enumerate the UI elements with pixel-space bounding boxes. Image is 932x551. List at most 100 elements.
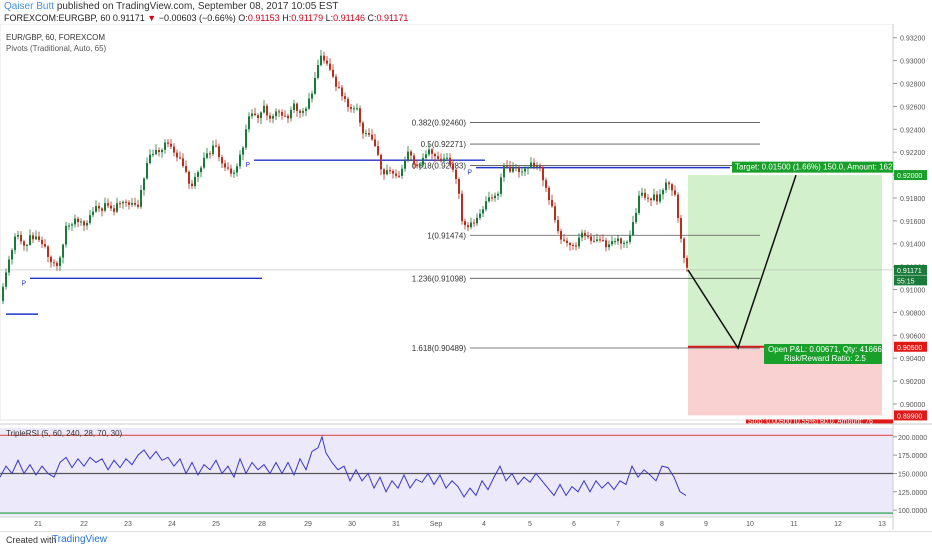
price-axis-label: 0.92200 <box>900 150 925 157</box>
pivot-label: P <box>467 170 472 177</box>
candle-body <box>449 157 451 164</box>
candle-body <box>89 215 91 223</box>
candle-body <box>419 165 421 167</box>
price-axis-label: 0.92600 <box>900 104 925 111</box>
candle-body <box>23 241 25 246</box>
candle-body <box>209 153 211 155</box>
candle-body <box>122 201 124 204</box>
candle-body <box>383 169 385 175</box>
candle-body <box>341 87 343 97</box>
candle-body <box>272 116 274 119</box>
candle-body <box>515 167 517 169</box>
candle-body <box>11 250 13 260</box>
created-with-text: Created with <box>6 535 57 545</box>
last-price: 0.91171 <box>112 13 145 23</box>
candle-body <box>425 154 427 158</box>
tradingview-logo[interactable]: TradingView <box>52 534 108 545</box>
stop-badge <box>746 419 893 424</box>
candle-body <box>587 236 589 238</box>
candle-body <box>350 106 352 109</box>
candle-body <box>530 162 532 168</box>
candle-body <box>8 259 10 273</box>
candle-body <box>491 197 493 199</box>
candle-body <box>83 221 85 226</box>
target-badge <box>732 161 893 173</box>
open-value: 0.91153 <box>247 13 280 23</box>
candle-body <box>326 60 328 64</box>
candle-body <box>509 166 511 172</box>
candle-body <box>650 198 652 201</box>
candle-body <box>380 154 382 170</box>
candle-body <box>305 108 307 112</box>
candle-body <box>317 65 319 78</box>
candle-body <box>131 202 133 205</box>
pivot-label: P <box>245 162 250 169</box>
price-axis-label: 0.92400 <box>900 127 925 134</box>
fib-label: 1.236(0.91098) <box>412 274 467 283</box>
candle-body <box>656 194 658 202</box>
candle-body <box>506 165 508 167</box>
candle-body <box>443 158 445 162</box>
candle-body <box>299 110 301 113</box>
candle-body <box>227 167 229 169</box>
candle-body <box>74 218 76 225</box>
candle-body <box>287 115 289 119</box>
candle-body <box>473 222 475 224</box>
candle-body <box>98 205 100 209</box>
candle-body <box>638 195 640 213</box>
candle-body <box>470 222 472 228</box>
rsi-line <box>0 435 687 498</box>
candle-body <box>590 236 592 241</box>
candle-body <box>242 147 244 155</box>
target-zone <box>688 175 882 270</box>
candle-body <box>593 240 595 242</box>
candle-body <box>653 194 655 201</box>
candle-body <box>464 221 466 226</box>
candle-body <box>26 244 28 246</box>
candle-body <box>395 173 397 176</box>
candle-body <box>143 178 145 191</box>
candle-body <box>434 153 436 157</box>
candle-body <box>494 195 496 198</box>
candle-body <box>386 170 388 175</box>
candle-body <box>671 184 673 191</box>
candle-body <box>281 112 283 116</box>
candle-body <box>2 286 4 301</box>
pnl-label: Open P&L: 0.00671, Qty: 41666 <box>768 345 882 354</box>
candle-body <box>302 111 304 113</box>
fib-label: 0.382(0.92460) <box>412 118 467 127</box>
candle-body <box>248 116 250 130</box>
candle-body <box>401 168 403 176</box>
candle-body <box>14 236 16 251</box>
time-axis-label: 5 <box>528 521 532 528</box>
author-name[interactable]: Qaiser Butt <box>4 1 55 12</box>
candle-body <box>602 240 604 242</box>
candle-body <box>416 164 418 166</box>
candle-body <box>524 168 526 172</box>
candle-body <box>479 213 481 218</box>
candle-body <box>596 239 598 242</box>
candle-body <box>431 149 433 154</box>
candle-body <box>224 163 226 168</box>
time-axis-label: 31 <box>392 521 400 528</box>
risk-reward-label: Risk/Reward Ratio: 2.5 <box>784 354 866 363</box>
candle-body <box>563 239 565 241</box>
price-axis-label: 0.93000 <box>900 59 925 66</box>
time-axis-label: 9 <box>704 521 708 528</box>
time-axis-label: 21 <box>34 521 42 528</box>
candle-body <box>71 224 73 226</box>
rsi-axis-label: 150.0000 <box>898 471 927 478</box>
candle-body <box>44 244 46 247</box>
candle-body <box>314 77 316 94</box>
price-change: −0.00603 (−0.66%) <box>158 13 236 23</box>
candle-body <box>389 170 391 172</box>
candle-body <box>86 222 88 226</box>
candle-body <box>512 167 514 172</box>
candle-body <box>50 256 52 263</box>
chart-canvas[interactable]: 0.93200 0.93000 0.92800 0.92600 0.92400 0.922… <box>0 24 932 530</box>
time-axis-label: 28 <box>258 521 266 528</box>
candle-body <box>233 172 235 174</box>
price-tag-label: 0.89900 <box>897 413 922 420</box>
time-axis-label: 29 <box>304 521 312 528</box>
symbol-ohlc-bar: FOREXCOM:EURGBP, 60 0.91171 ▼ −0.00603 (… <box>4 13 408 23</box>
